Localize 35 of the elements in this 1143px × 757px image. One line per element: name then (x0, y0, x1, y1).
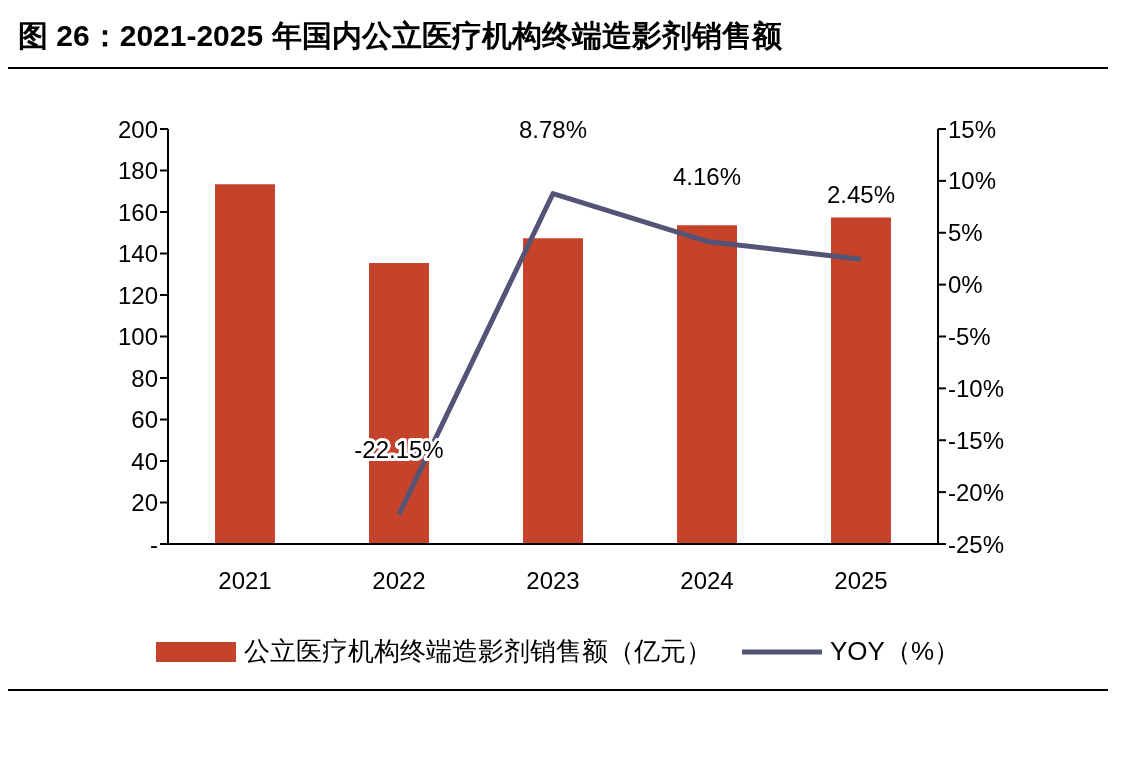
y2-tick-label: -15% (948, 426, 1005, 454)
y-tick-label: 140 (117, 240, 158, 268)
bar (215, 184, 275, 544)
legend-label: 公立医疗机构终端造影剂销售额（亿元） (243, 635, 712, 668)
y-tick-label: 200 (117, 115, 158, 143)
data-label: 2.45% (826, 181, 896, 209)
y2-tick-label: 10% (948, 167, 997, 195)
y2-tick-label: 0% (948, 271, 983, 299)
y2-tick-label: -10% (948, 374, 1005, 402)
y-tick-label: 80 (131, 364, 158, 392)
data-label: 4.16% (672, 163, 742, 191)
y2-tick-label: -20% (948, 478, 1005, 506)
y2-tick-label: 15% (948, 115, 997, 143)
legend-label: YOY（%） (829, 635, 961, 668)
y-tick-label: 120 (117, 281, 158, 309)
y-tick-label: 40 (131, 447, 158, 475)
x-tick-label: 2021 (218, 567, 272, 595)
x-tick-label: 2023 (526, 567, 580, 595)
y2-tick-label: 5% (948, 219, 983, 247)
x-tick-label: 2024 (680, 567, 734, 595)
y-tick-label: - (150, 530, 158, 558)
y-tick-label: 160 (117, 198, 158, 226)
x-tick-label: 2022 (372, 567, 426, 595)
x-tick-label: 2025 (834, 567, 888, 595)
y-tick-label: 180 (117, 157, 158, 185)
bar (677, 225, 737, 544)
bar (831, 217, 891, 544)
data-label: 8.78% (518, 115, 588, 143)
y-tick-label: 60 (131, 406, 158, 434)
y2-tick-label: -25% (948, 530, 1005, 558)
y2-tick-label: -5% (948, 323, 991, 351)
y-tick-label: 100 (117, 323, 158, 351)
chart-title: 图 26：2021-2025 年国内公立医疗机构终端造影剂销售额 (8, 8, 1108, 69)
y-tick-label: 20 (131, 489, 158, 517)
bar (523, 238, 583, 544)
